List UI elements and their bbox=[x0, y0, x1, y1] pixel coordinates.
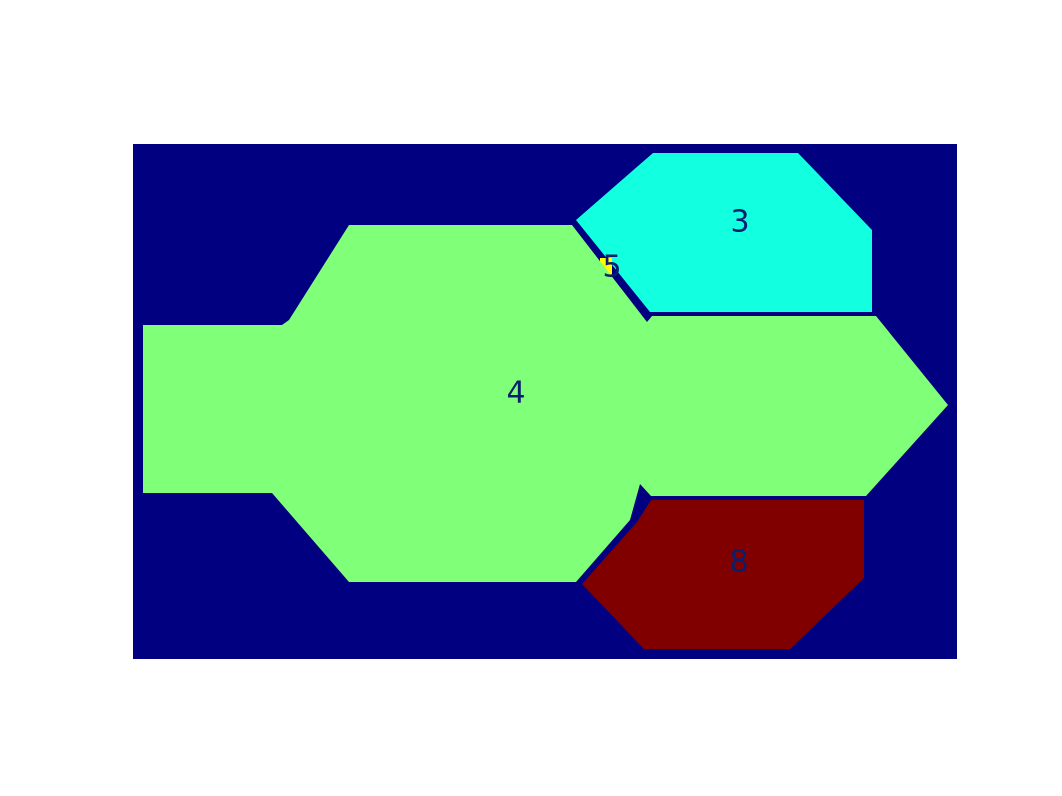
region-8-label: 8 bbox=[729, 545, 748, 580]
region-5-label: 5 bbox=[602, 250, 621, 285]
region-8-shape bbox=[582, 500, 864, 649]
region-4-label: 4 bbox=[506, 376, 525, 411]
region-4-shape bbox=[143, 225, 948, 582]
region-3-shape bbox=[576, 153, 872, 312]
region-3-label: 3 bbox=[730, 205, 749, 240]
